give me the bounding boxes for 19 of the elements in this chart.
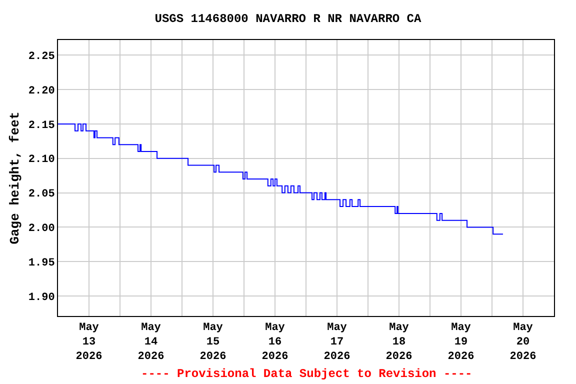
y-axis-title: Gage height, feet	[7, 112, 22, 244]
x-tick-label: May 18 2026	[386, 322, 412, 363]
y-tick-label: 2.20	[28, 85, 55, 98]
x-tick-label: May 14 2026	[138, 322, 164, 363]
text: ---- Provisional Data Subject to Revision ----	[141, 367, 472, 381]
y-tick-label: 2.15	[28, 120, 56, 132]
y-tick-label: 1.95	[28, 257, 56, 270]
y-tick-label: 1.90	[28, 292, 55, 304]
x-tick-label: May 17 2026	[324, 322, 350, 363]
y-tick-label: 2.10	[28, 154, 55, 166]
y-tick-label: 2.05	[28, 188, 56, 201]
y-tick-label: 2.00	[28, 223, 55, 236]
chart-title: USGS 11468000 NAVARRO R NR NAVARRO CA	[154, 12, 422, 26]
x-tick-label: May 16 2026	[262, 322, 288, 363]
x-tick-label: May 15 2026	[200, 322, 226, 363]
x-tick-label: May 13 2026	[76, 322, 102, 363]
x-tick-label: May 19 2026	[448, 322, 474, 363]
x-tick-label: May 20 2026	[510, 322, 536, 363]
y-tick-label: 2.25	[28, 50, 56, 63]
